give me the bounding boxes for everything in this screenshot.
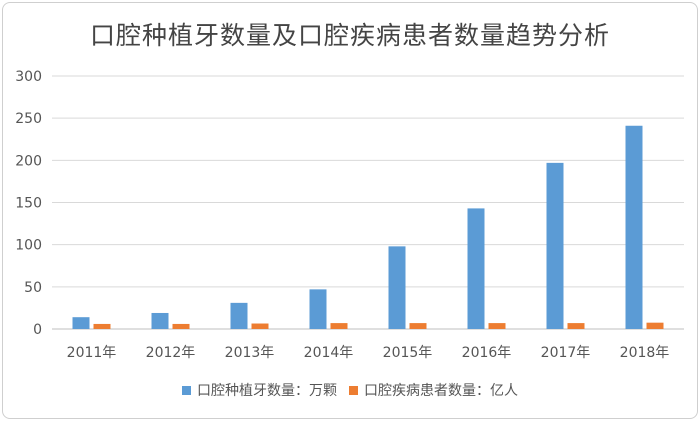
x-tick-label: 2014年: [304, 345, 354, 361]
bar-patients-5: [488, 323, 506, 329]
bar-patients-2: [251, 323, 269, 329]
legend-label-patients: 口腔疾病患者数量：亿人: [364, 383, 518, 399]
y-tick-label: 300: [15, 69, 42, 85]
bar-patients-3: [330, 323, 348, 329]
legend-item-implants: 口腔种植牙数量：万颗: [182, 380, 337, 400]
bar-implants-1: [151, 312, 169, 329]
bar-implants-0: [72, 317, 90, 329]
x-tick-label: 2011年: [67, 345, 117, 361]
bar-patients-4: [409, 323, 427, 329]
bars: [72, 125, 664, 329]
x-tick-label: 2018年: [620, 345, 670, 361]
y-tick-label: 50: [24, 280, 42, 296]
y-tick-label: 100: [15, 238, 42, 254]
bar-implants-2: [230, 302, 248, 329]
bar-implants-5: [467, 208, 485, 329]
grid-lines: [52, 75, 684, 330]
legend: 口腔种植牙数量：万颗 口腔疾病患者数量：亿人: [0, 380, 700, 400]
y-tick-label: 250: [15, 111, 42, 127]
legend-item-patients: 口腔疾病患者数量：亿人: [349, 380, 518, 400]
chart-title: 口腔种植牙数量及口腔疾病患者数量趋势分析: [89, 21, 610, 50]
bar-patients-1: [172, 323, 190, 329]
legend-label-implants: 口腔种植牙数量：万颗: [197, 383, 337, 399]
y-axis-ticks: 0 50 100 150 200 250 300: [15, 69, 42, 338]
x-tick-label: 2013年: [225, 345, 275, 361]
x-tick-label: 2012年: [146, 345, 196, 361]
bar-implants-4: [388, 246, 406, 329]
bar-patients-6: [567, 323, 585, 329]
bar-patients-0: [93, 323, 111, 329]
bar-implants-6: [546, 162, 564, 329]
y-tick-label: 200: [15, 153, 42, 169]
y-tick-label: 150: [15, 196, 42, 212]
bar-implants-7: [625, 125, 643, 329]
x-tick-label: 2017年: [541, 345, 591, 361]
bar-implants-3: [309, 289, 327, 329]
legend-swatch-implants-icon: [182, 385, 191, 395]
x-tick-label: 2016年: [462, 345, 512, 361]
legend-swatch-patients-icon: [349, 385, 358, 395]
bar-patients-7: [646, 322, 664, 329]
y-tick-label: 0: [33, 322, 42, 338]
x-tick-label: 2015年: [383, 345, 433, 361]
x-axis-ticks: 2011年 2012年 2013年 2014年 2015年 2016年 2017年 2018年: [67, 345, 670, 361]
